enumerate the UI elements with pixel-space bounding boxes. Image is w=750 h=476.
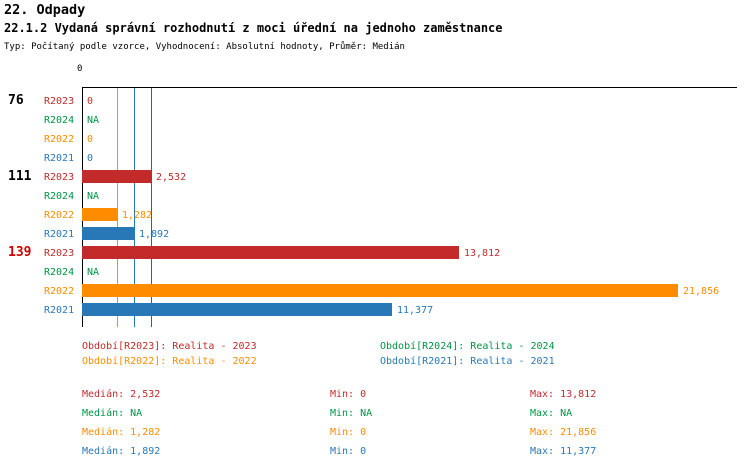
value-label-139-r2022: 21,856 bbox=[683, 286, 720, 297]
series-label-r2023: R2023 bbox=[44, 96, 75, 107]
series-label-r2024: R2024 bbox=[44, 191, 75, 202]
series-label-r2023: R2023 bbox=[44, 248, 75, 259]
median-line-r2023 bbox=[151, 88, 152, 327]
stat-min-r2024: Min: NA bbox=[330, 408, 373, 419]
value-label-139-r2024: NA bbox=[87, 267, 100, 278]
stat-max-r2023: Max: 13,812 bbox=[530, 389, 597, 400]
bar-111-r2021 bbox=[82, 227, 134, 240]
series-label-r2024: R2024 bbox=[44, 115, 75, 126]
legend-item-r2021: Období[R2021]: Realita - 2021 bbox=[380, 356, 555, 367]
bar-111-r2023 bbox=[82, 170, 151, 183]
stat-min-r2022: Min: 0 bbox=[330, 427, 367, 438]
bar-139-r2021 bbox=[82, 303, 392, 316]
bar-139-r2022 bbox=[82, 284, 678, 297]
series-label-r2024: R2024 bbox=[44, 267, 75, 278]
value-label-76-r2022: 0 bbox=[87, 134, 94, 145]
chart-subtitle: Typ: Počítaný podle vzorce, Vyhodnocení:… bbox=[4, 42, 405, 52]
series-label-r2023: R2023 bbox=[44, 172, 75, 183]
value-label-76-r2023: 0 bbox=[87, 96, 94, 107]
group-label-139: 139 bbox=[8, 245, 32, 260]
value-label-139-r2023: 13,812 bbox=[464, 248, 501, 259]
stat-max-r2022: Max: 21,856 bbox=[530, 427, 597, 438]
series-label-r2022: R2022 bbox=[44, 210, 75, 221]
section-title: 22. Odpady bbox=[4, 2, 86, 18]
value-label-111-r2023: 2,532 bbox=[156, 172, 187, 183]
median-line-r2022 bbox=[117, 88, 118, 327]
x-axis-line bbox=[82, 87, 737, 88]
group-label-111: 111 bbox=[8, 169, 32, 184]
legend-item-r2024: Období[R2024]: Realita - 2024 bbox=[380, 341, 555, 352]
series-label-r2021: R2021 bbox=[44, 305, 75, 316]
bar-139-r2023 bbox=[82, 246, 459, 259]
median-line-r2021 bbox=[134, 88, 135, 327]
stat-median-r2024: Medián: NA bbox=[82, 408, 143, 419]
value-label-76-r2021: 0 bbox=[87, 153, 94, 164]
stat-median-r2021: Medián: 1,892 bbox=[82, 446, 161, 457]
value-label-111-r2024: NA bbox=[87, 191, 100, 202]
group-label-76: 76 bbox=[8, 93, 24, 108]
bar-111-r2022 bbox=[82, 208, 117, 221]
value-label-76-r2024: NA bbox=[87, 115, 100, 126]
stat-median-r2022: Medián: 1,282 bbox=[82, 427, 161, 438]
value-label-111-r2022: 1,282 bbox=[122, 210, 153, 221]
chart-title: 22.1.2 Vydaná správní rozhodnutí z moci … bbox=[4, 21, 503, 35]
legend-item-r2023: Období[R2023]: Realita - 2023 bbox=[82, 341, 257, 352]
series-label-r2021: R2021 bbox=[44, 153, 75, 164]
series-label-r2022: R2022 bbox=[44, 134, 75, 145]
stat-max-r2024: Max: NA bbox=[530, 408, 573, 419]
y-axis-line bbox=[82, 87, 83, 327]
legend: Období[R2023]: Realita - 2023 Období[R202… bbox=[82, 341, 555, 367]
value-label-111-r2021: 1,892 bbox=[139, 229, 170, 240]
x-axis-tick-zero: 0 bbox=[77, 64, 83, 74]
stat-max-r2021: Max: 11,377 bbox=[530, 446, 597, 457]
series-label-r2021: R2021 bbox=[44, 229, 75, 240]
stat-median-r2023: Medián: 2,532 bbox=[82, 389, 161, 400]
stat-min-r2023: Min: 0 bbox=[330, 389, 367, 400]
series-label-r2022: R2022 bbox=[44, 286, 75, 297]
value-label-139-r2021: 11,377 bbox=[397, 305, 434, 316]
stat-min-r2021: Min: 0 bbox=[330, 446, 367, 457]
legend-item-r2022: Období[R2022]: Realita - 2022 bbox=[82, 356, 257, 367]
